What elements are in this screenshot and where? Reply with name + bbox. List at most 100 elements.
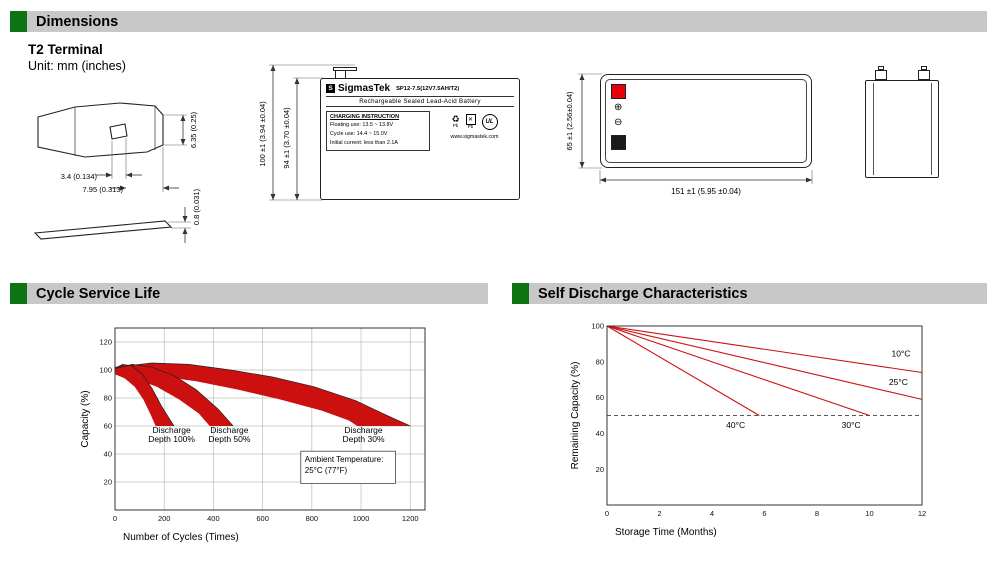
band-label: Discharge: [210, 425, 249, 435]
dim-label-blade-width: 6.35 (0.25): [189, 111, 198, 148]
ul-mark-icon: UL: [481, 114, 498, 130]
top-view-inner-outline: [605, 79, 807, 163]
charging-instruction-box: CHARGING INSTRUCTION Floating use: 13.5 …: [326, 111, 430, 151]
self-discharge-svg: 40°C 30°C 25°C 10°C 0 2 4 6 8 10 12 20 40 60 80 100 Stor…: [570, 322, 926, 538]
dim-label-hole-width: 3.4 (0.134): [61, 172, 98, 181]
pb-text: Pb: [452, 123, 459, 129]
battery-type-line: Rechargeable Sealed Lead-Acid Battery: [326, 97, 514, 107]
charging-line: Floating use: 13.5 ~ 13.8V: [330, 122, 394, 128]
series-line: [606, 325, 870, 417]
side-terminal-tab: [918, 70, 930, 80]
dim-label-width: 65 ±1 (2.56±0.04): [565, 91, 574, 151]
band-label: Discharge: [344, 425, 383, 435]
battery-top-view: 65 ±1 (2.56±0.04) 151 ±1 (5.95 ±0.04) ⊕ …: [550, 58, 860, 223]
discharge-band: [115, 363, 411, 426]
annotation-box: [300, 450, 396, 484]
y-tick-label: 40: [596, 429, 604, 438]
brand-row: S SigmasTek SP12-7.5(12V7.5AH/T2): [326, 83, 514, 97]
band-upper-edge: [114, 364, 234, 427]
crossed-bin-pb-icon: ✕ Pb: [465, 114, 476, 130]
recycle-glyph: ♻: [451, 114, 460, 125]
y-tick-label: 60: [596, 393, 604, 402]
dim-label-thickness: 0.8 (0.031): [192, 188, 201, 225]
website-text: www.sigmastek.com: [450, 134, 499, 140]
y-tick-label: 120: [99, 338, 112, 347]
y-tick-label: 20: [104, 478, 112, 487]
x-tick-label: 1000: [353, 514, 370, 523]
recycle-pb-icon: ♻ Pb: [451, 115, 459, 129]
green-accent-square: [10, 283, 27, 304]
front-view-dimensions-svg: 100 ±1 (3.94 ±0.04) 94 ±1 (3.70 ±0.04): [258, 64, 355, 201]
battery-case-side: [865, 80, 939, 178]
y-tick-label: 20: [596, 465, 604, 474]
x-tick-label: 600: [256, 514, 269, 523]
annotation-text: Ambient Temperature:: [305, 455, 384, 464]
section-title: Cycle Service Life: [27, 283, 488, 304]
charging-title: CHARGING INSTRUCTION: [330, 114, 400, 120]
battery-side-view: [845, 58, 965, 218]
terminal-blade-shape: [37, 102, 164, 158]
plot-border: [606, 325, 923, 506]
top-view-dimensions-svg: 65 ±1 (2.56±0.04) 151 ±1 (5.95 ±0.04): [565, 73, 813, 196]
band-label: Depth 100%: [148, 434, 195, 444]
terminal-hole: [109, 123, 128, 140]
x-tick-label: 8: [815, 509, 819, 518]
charging-line: Cycle use: 14.4 ~ 15.0V: [330, 130, 388, 137]
label-mid-row: CHARGING INSTRUCTION Floating use: 13.5 …: [326, 111, 514, 151]
positive-terminal: [611, 84, 626, 99]
label-icons-column: ♻ Pb ✕ Pb UL www.sigmastek.com: [435, 111, 514, 151]
sigmastek-logo-icon: S: [326, 84, 335, 93]
self-discharge-chart: 40°C 30°C 25°C 10°C 0 2 4 6 8 10 12 20 40 60 80 100 Stor…: [540, 310, 940, 555]
series-line: [606, 325, 923, 374]
minus-symbol: ⊖: [614, 117, 623, 128]
y-tick-label: 100: [591, 322, 604, 331]
y-tick-label: 40: [104, 450, 112, 459]
terminal-detail-svg: 6.35 (0.25) 3.4 (0.134) 7.95 (0.313) 0.8…: [33, 102, 201, 243]
x-tick-label: 12: [918, 509, 926, 518]
y-tick-label: 80: [596, 357, 604, 366]
side-terminal-tab: [875, 70, 887, 80]
section-header-cycle-life: Cycle Service Life: [10, 283, 488, 304]
series-label: 10°C: [892, 348, 911, 358]
y-axis-label: Capacity (%): [80, 390, 91, 447]
x-tick-label: 0: [113, 514, 117, 523]
terminal-type-label: T2 Terminal: [28, 42, 103, 57]
x-tick-label: 2: [657, 509, 661, 518]
battery-label: S SigmasTek SP12-7.5(12V7.5AH/T2) Rechar…: [326, 83, 514, 151]
dim-label-case-height: 94 ±1 (3.70 ±0.04): [282, 107, 291, 169]
y-tick-label: 100: [99, 366, 112, 375]
series-label: 40°C: [726, 420, 745, 430]
charging-line: Initial current: less than 2.1A: [330, 139, 399, 146]
y-tick-label: 80: [104, 394, 112, 403]
section-title: Self Discharge Characteristics: [529, 283, 987, 304]
y-tick-label: 60: [104, 422, 112, 431]
battery-case-top: ⊕ ⊖: [600, 74, 812, 168]
x-tick-label: 6: [762, 509, 766, 518]
side-terminal-nub: [921, 66, 927, 70]
y-axis-label: Remaining Capacity (%): [570, 362, 581, 470]
annotation-text: 25°C (77°F): [305, 466, 348, 475]
series-line: [606, 325, 760, 416]
series-label: 25°C: [889, 377, 908, 387]
x-tick-label: 800: [306, 514, 319, 523]
unit-label: Unit: mm (inches): [28, 59, 126, 73]
section-header-self-discharge: Self Discharge Characteristics: [512, 283, 987, 304]
brand-name: SigmasTek: [338, 83, 391, 94]
green-accent-square: [10, 11, 27, 32]
band-label: Discharge: [152, 425, 191, 435]
section-header-dimensions: Dimensions: [10, 11, 987, 32]
series-label: 30°C: [842, 420, 861, 430]
pb-text: Pb: [467, 124, 474, 130]
model-number: SP12-7.5(12V7.5AH/T2): [396, 85, 460, 92]
x-tick-label: 0: [605, 509, 609, 518]
x-tick-label: 4: [710, 509, 714, 518]
label-icons-row: ♻ Pb ✕ Pb UL: [451, 114, 498, 130]
x-axis-label: Number of Cycles (Times): [123, 532, 239, 543]
terminal-detail-drawing: 6.35 (0.25) 3.4 (0.134) 7.95 (0.313) 0.8…: [15, 95, 245, 265]
side-inner-line: [873, 83, 874, 175]
band-upper-edge: [114, 364, 175, 427]
green-accent-square: [512, 283, 529, 304]
band-label: Depth 50%: [208, 434, 250, 444]
